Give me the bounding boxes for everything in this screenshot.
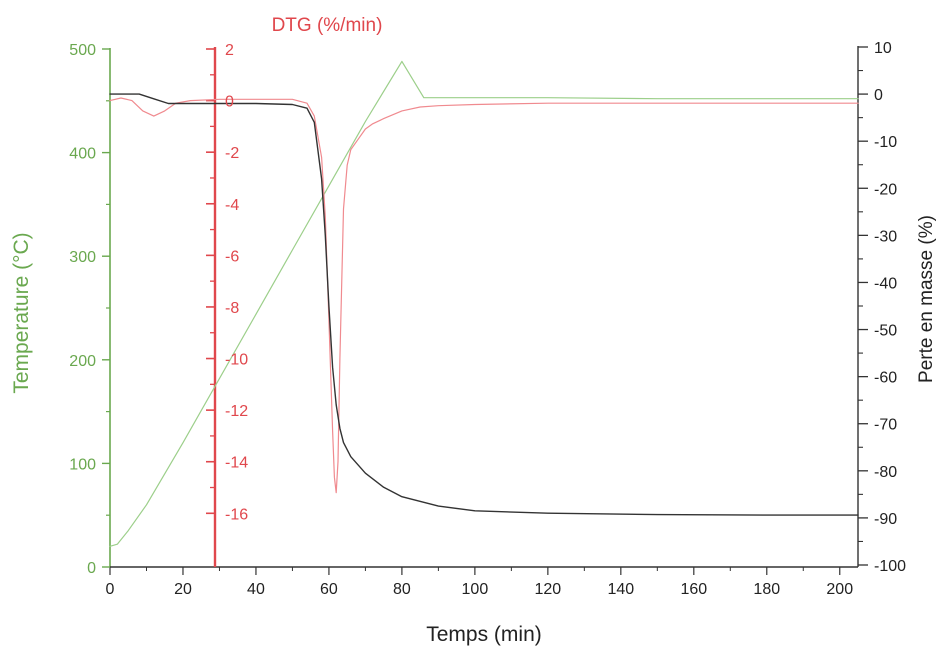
mass-loss-axis-label: Perte en masse (%) [916,215,937,383]
axes-layer [102,46,868,575]
x-tick-label: 140 [607,581,634,598]
x-tick-label: 200 [826,581,853,598]
mass-loss-tick-label: 0 [874,87,883,104]
x-tick-label: 80 [393,581,411,598]
dtg-tick-label: -4 [225,197,239,214]
tick-labels-layer: 0 20 40 60 80 100 120 140 160 180 2000100200300400… [69,40,906,598]
dtg-tick-label: -8 [225,300,239,317]
mass-loss-tick-label: -30 [874,228,897,245]
x-tick-label: 40 [247,581,265,598]
dtg-tick-label: 0 [225,94,234,111]
temperature-line [109,60,859,547]
mass-loss-tick-label: -50 [874,323,897,340]
temperature-tick-label: 200 [69,353,96,370]
x-tick-label: 180 [753,581,780,598]
dtg-tick-label: 2 [225,42,234,59]
mass-loss-tick-label: -90 [874,511,897,528]
temperature-axis-label: Temperature (°C) [10,232,33,393]
dtg-tick-label: -16 [225,506,248,523]
dtg-tick-label: -10 [225,352,248,369]
dtg-line [109,97,859,494]
x-tick-label: 20 [174,581,192,598]
x-tick-label: 0 [106,581,115,598]
dtg-tick-label: -14 [225,455,248,472]
mass-loss-line [109,93,859,516]
series-layer [109,60,859,547]
temperature-tick-label: 500 [69,42,96,59]
mass-loss-tick-label: -100 [874,558,906,575]
mass-loss-tick-label: -60 [874,370,897,387]
x-tick-label: 120 [535,581,562,598]
temperature-tick-label: 400 [69,146,96,163]
dtg-tick-label: -2 [225,145,239,162]
dtg-tick-label: -6 [225,248,239,265]
mass-loss-tick-label: -40 [874,275,897,292]
mass-loss-tick-label: -20 [874,181,897,198]
mass-loss-tick-label: -80 [874,464,897,481]
x-tick-label: 100 [462,581,489,598]
dtg-axis-label: DTG (%/min) [272,15,383,36]
mass-loss-tick-label: 10 [874,40,892,57]
temperature-tick-label: 100 [69,456,96,473]
temperature-tick-label: 0 [87,560,96,577]
mass-loss-tick-label: -70 [874,417,897,434]
x-tick-label: 60 [320,581,338,598]
mass-loss-tick-label: -10 [874,134,897,151]
dtg-tick-label: -12 [225,403,248,420]
time-axis-label: Temps (min) [426,623,542,646]
temperature-tick-label: 300 [69,249,96,266]
x-tick-label: 160 [680,581,707,598]
